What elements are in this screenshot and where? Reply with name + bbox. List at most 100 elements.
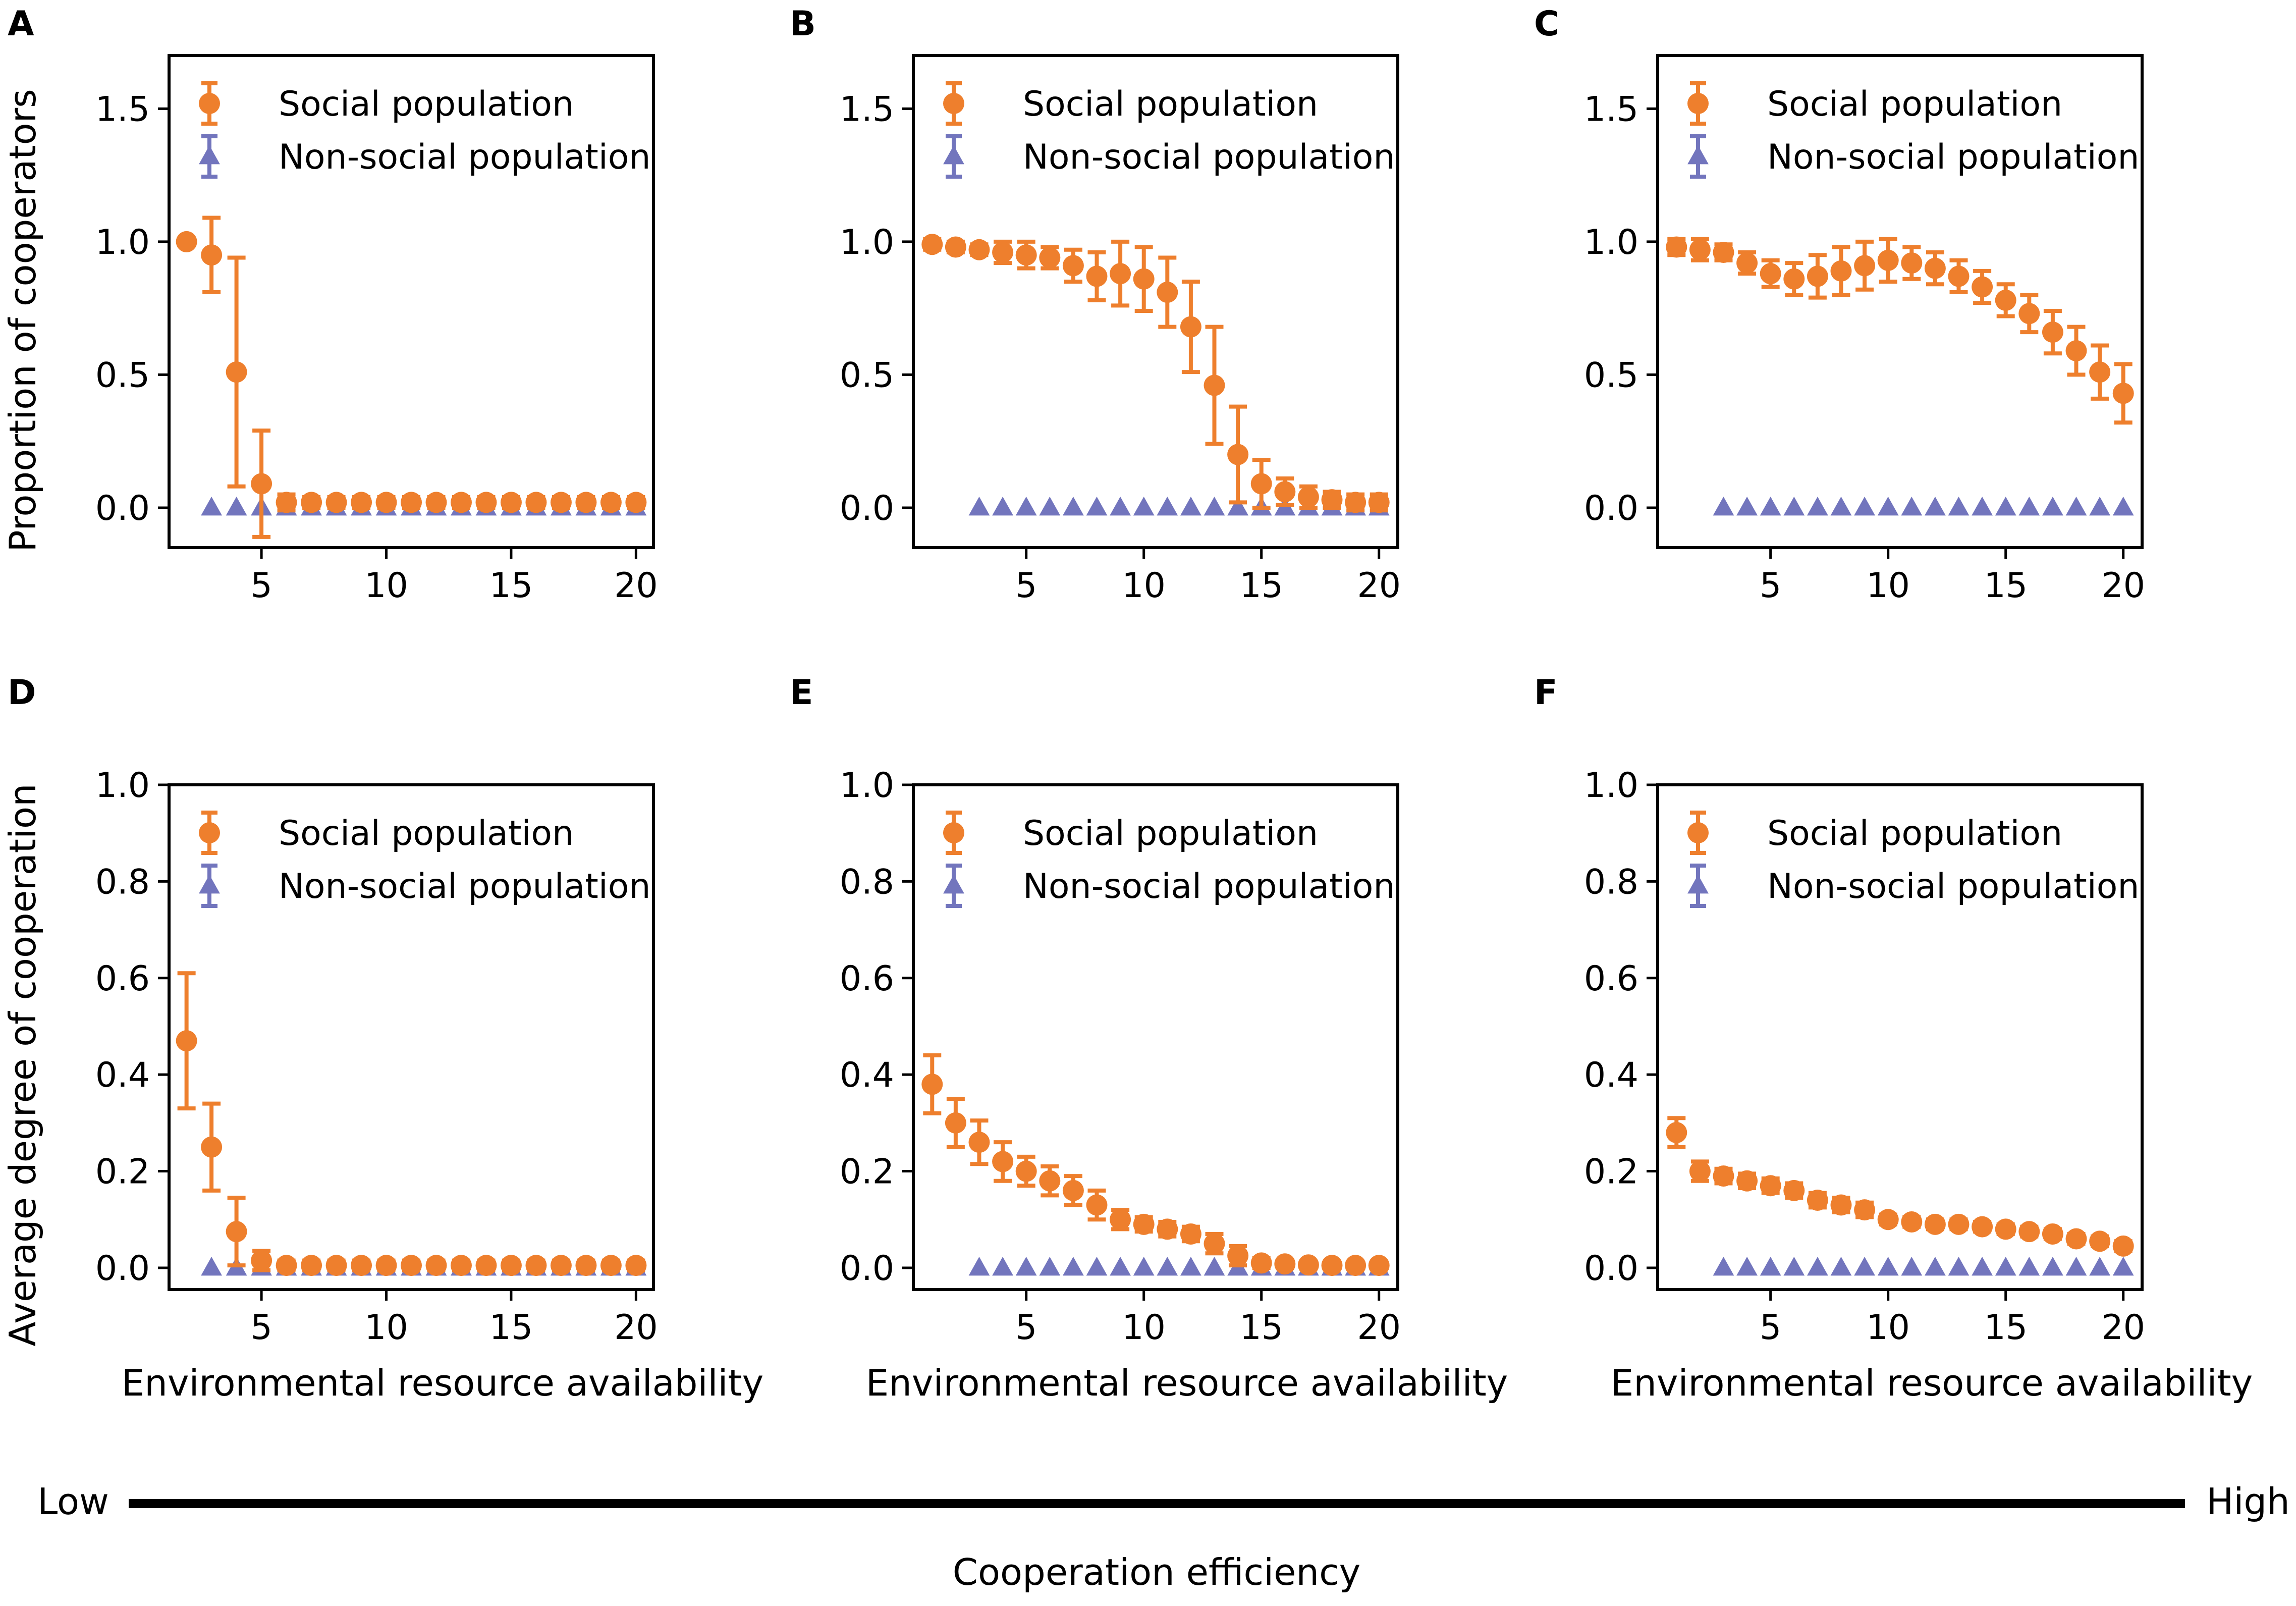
social-point <box>1666 1121 1687 1143</box>
xtick-label: 20 <box>614 1308 658 1348</box>
social-point <box>1736 252 1758 274</box>
social-point <box>1227 444 1249 465</box>
panel-f: F 0.0 0.2 0.4 0.6 0.8 1.0 5 10 15 20 Social populat… <box>1534 673 2145 1348</box>
xtick-label: 20 <box>614 566 658 606</box>
nonsocial-point <box>1807 1256 1828 1276</box>
nonsocial-point <box>1015 1256 1037 1276</box>
social-point <box>575 492 597 513</box>
axes-frame <box>168 783 655 1291</box>
nonsocial-point <box>968 1256 990 1276</box>
legend-social-marker <box>1687 93 1709 114</box>
nonsocial-point <box>1760 496 1781 516</box>
social-point <box>201 244 223 266</box>
social-point <box>1274 481 1296 503</box>
ytick-label: 0.6 <box>95 959 150 999</box>
nonsocial-point <box>2065 1256 2087 1276</box>
nonsocial-point <box>992 496 1013 516</box>
social-point <box>1901 252 1923 274</box>
nonsocial-point <box>2018 496 2040 516</box>
social-point <box>1854 1199 1876 1221</box>
social-point <box>625 492 647 513</box>
social-point <box>1995 1218 2016 1240</box>
nonsocial-point <box>1736 496 1758 516</box>
social-point <box>525 492 547 513</box>
nonsocial-point <box>1039 1256 1061 1276</box>
ytick-label: 0.4 <box>95 1055 150 1095</box>
social-point <box>500 492 522 513</box>
social-point <box>176 231 197 252</box>
nonsocial-point <box>1901 1256 1923 1276</box>
xtick-label: 5 <box>1015 566 1037 606</box>
social-point <box>1877 1209 1899 1230</box>
legend-nonsocial-label: Non-social population <box>279 867 650 906</box>
social-point <box>1110 263 1131 285</box>
nonsocial-point <box>201 496 223 516</box>
nonsocial-point <box>1736 1256 1758 1276</box>
nonsocial-point <box>1854 1256 1875 1276</box>
social-point <box>351 492 372 513</box>
social-point <box>1297 1254 1319 1276</box>
xtick-label: 10 <box>1866 1308 1910 1348</box>
social-point <box>1204 1233 1225 1255</box>
social-point <box>301 1255 322 1276</box>
social-point <box>2018 1221 2040 1243</box>
nonsocial-point <box>2065 496 2087 516</box>
social-point <box>251 1250 272 1271</box>
social-point <box>1157 1218 1178 1240</box>
panels-group: A 0.0 0.5 1.0 1.5 5 10 15 20 Social population Non… <box>8 4 2145 1348</box>
xtick-label: 15 <box>1984 566 2028 606</box>
social-point <box>1689 239 1711 260</box>
legend-nonsocial-label: Non-social population <box>1023 137 1395 177</box>
axes-frame <box>1656 54 2144 549</box>
social-point <box>1345 1255 1366 1276</box>
ytick-label: 0.0 <box>95 489 150 528</box>
social-point <box>450 1255 472 1276</box>
legend-nonsocial-marker <box>1687 875 1709 894</box>
legend-social-label: Social population <box>279 814 574 853</box>
social-point <box>1689 1160 1711 1182</box>
social-point <box>251 473 272 495</box>
social-point <box>1039 1170 1061 1192</box>
ytick-label: 0.8 <box>95 862 150 902</box>
nonsocial-point <box>1133 496 1155 516</box>
nonsocial-point <box>1854 496 1875 516</box>
social-point <box>1807 265 1828 287</box>
social-point <box>1157 282 1178 303</box>
social-point <box>1133 1213 1155 1235</box>
panel-e: E 0.0 0.2 0.4 0.6 0.8 1.0 5 10 15 20 Social populat… <box>790 673 1401 1348</box>
legend-nonsocial-marker <box>199 145 220 165</box>
xtick-label: 5 <box>1760 566 1781 606</box>
social-point <box>2042 322 2063 343</box>
social-point <box>1972 276 1993 298</box>
social-point <box>1250 1252 1272 1274</box>
social-point <box>1713 1165 1734 1187</box>
nonsocial-point <box>1830 496 1852 516</box>
xtick-label: 10 <box>1122 566 1166 606</box>
social-point <box>2089 1230 2111 1252</box>
nonsocial-point <box>1086 1256 1108 1276</box>
ytick-label: 0.0 <box>95 1249 150 1289</box>
nonsocial-point <box>1972 496 1993 516</box>
xtick-label: 20 <box>1357 1308 1401 1348</box>
ytick-label: 0.2 <box>1584 1152 1638 1192</box>
panel-letter: F <box>1534 673 1557 713</box>
legend-nonsocial-marker <box>943 875 964 894</box>
ytick-label: 1.0 <box>95 223 150 262</box>
social-point <box>525 1255 547 1276</box>
xtick-label: 20 <box>2101 1308 2145 1348</box>
social-point <box>1062 255 1084 277</box>
nonsocial-point <box>1760 1256 1781 1276</box>
nonsocial-point <box>1180 1256 1201 1276</box>
ytick-label: 0.2 <box>840 1152 894 1192</box>
social-point <box>2018 303 2040 325</box>
nonsocial-point <box>1948 1256 1970 1276</box>
social-point <box>226 361 247 383</box>
nonsocial-point <box>1015 496 1037 516</box>
social-point <box>1250 473 1272 495</box>
axes-frame <box>168 54 655 549</box>
xlabel-d: Environmental resource availability <box>122 1362 764 1404</box>
social-point <box>450 492 472 513</box>
legend-social-marker <box>943 93 964 114</box>
social-point <box>351 1255 372 1276</box>
xlabel-e: Environmental resource availability <box>866 1362 1508 1404</box>
